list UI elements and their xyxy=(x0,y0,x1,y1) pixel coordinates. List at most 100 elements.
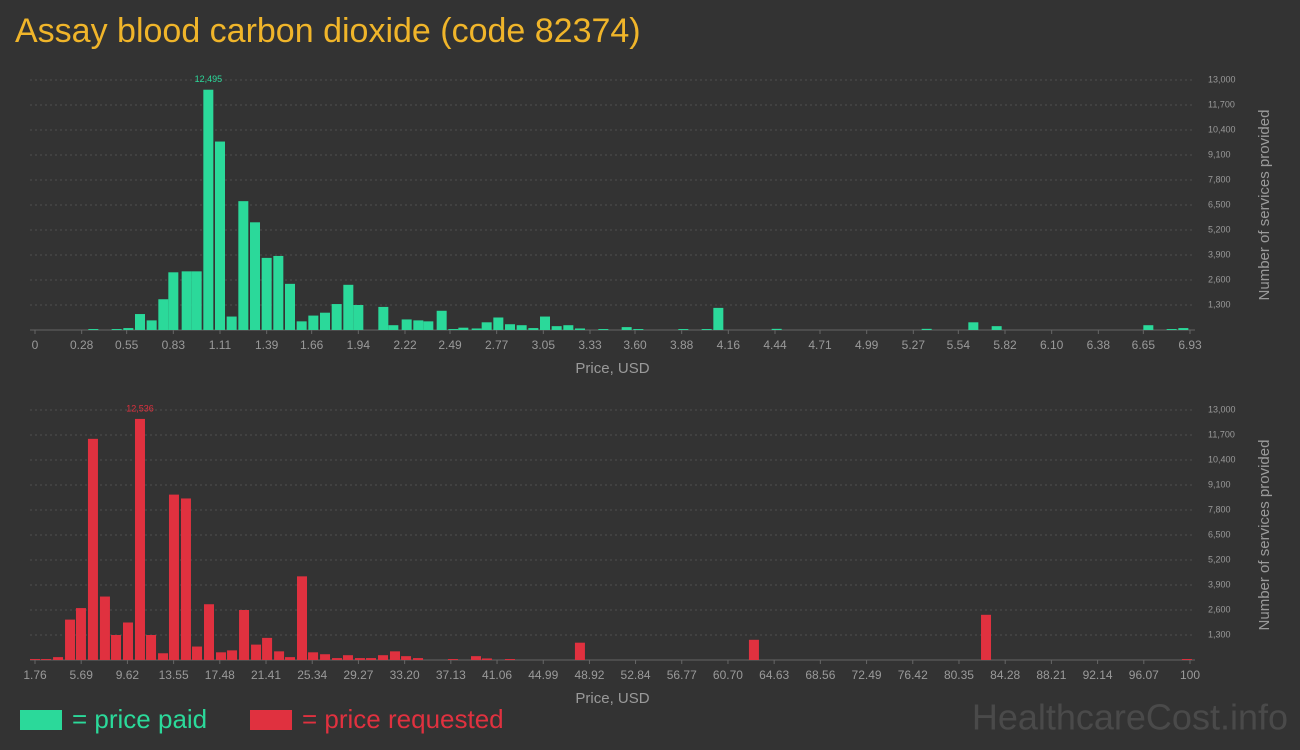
x-tick-label: 60.70 xyxy=(713,668,743,682)
y-tick-label: 13,000 xyxy=(1208,404,1236,414)
x-tick-label: 48.92 xyxy=(574,668,604,682)
x-axis-title: Price, USD xyxy=(575,360,649,377)
x-tick-label: 6.93 xyxy=(1178,338,1202,352)
y-tick-label: 5,200 xyxy=(1208,224,1231,234)
bar xyxy=(563,325,574,330)
bar xyxy=(273,255,284,330)
bar xyxy=(413,320,424,330)
bar xyxy=(968,322,979,330)
bar xyxy=(226,316,237,330)
x-tick-label: 56.77 xyxy=(667,668,697,682)
x-tick-label: 0 xyxy=(32,338,39,352)
bar xyxy=(493,317,504,330)
y-tick-label: 5,200 xyxy=(1208,554,1231,564)
bar xyxy=(678,329,689,330)
bar xyxy=(343,284,354,330)
bar xyxy=(713,307,724,330)
x-tick-label: 5.54 xyxy=(947,338,971,352)
bar xyxy=(123,328,134,330)
bar xyxy=(540,316,550,330)
bar xyxy=(30,659,40,660)
x-tick-label: 0.83 xyxy=(162,338,186,352)
x-tick-label: 4.44 xyxy=(763,338,787,352)
y-tick-label: 3,900 xyxy=(1208,249,1231,259)
bar xyxy=(203,89,214,330)
bar xyxy=(528,328,539,330)
bar xyxy=(378,306,389,330)
legend-swatch xyxy=(250,710,292,730)
y-tick-label: 1,300 xyxy=(1208,299,1231,309)
bar xyxy=(505,324,515,330)
bar xyxy=(423,321,434,330)
y-tick-label: 10,400 xyxy=(1208,124,1236,134)
bar xyxy=(215,141,225,330)
bar xyxy=(180,498,191,660)
y-tick-label: 9,100 xyxy=(1208,479,1231,489)
x-tick-label: 3.60 xyxy=(623,338,647,352)
y-tick-label: 6,500 xyxy=(1208,529,1231,539)
x-tick-label: 1.66 xyxy=(300,338,324,352)
x-axis-title: Price, USD xyxy=(575,690,649,707)
bar xyxy=(308,652,319,660)
x-tick-label: 72.49 xyxy=(852,668,882,682)
bar xyxy=(88,329,99,330)
y-tick-label: 11,700 xyxy=(1208,99,1235,109)
bar xyxy=(53,657,64,660)
bar xyxy=(354,658,365,660)
bar xyxy=(574,642,585,660)
bar xyxy=(1178,328,1189,330)
bar xyxy=(748,639,759,660)
watermark: HealthcareCost.info xyxy=(972,697,1288,738)
x-tick-label: 2.49 xyxy=(438,338,462,352)
bar xyxy=(296,321,307,330)
y-tick-label: 6,500 xyxy=(1208,199,1231,209)
y-tick-label: 2,600 xyxy=(1208,274,1231,284)
bar xyxy=(448,329,459,330)
bar xyxy=(320,312,330,330)
bar xyxy=(192,646,203,660)
x-tick-label: 1.76 xyxy=(23,668,47,682)
page-title: Assay blood carbon dioxide (code 82374) xyxy=(15,12,641,50)
bar xyxy=(401,319,412,330)
bar xyxy=(1181,659,1192,660)
x-tick-label: 5.27 xyxy=(902,338,926,352)
x-tick-label: 2.22 xyxy=(393,338,417,352)
bar xyxy=(413,658,424,660)
bar xyxy=(598,329,609,330)
bar xyxy=(41,659,52,660)
bar xyxy=(633,329,644,330)
x-tick-label: 0.55 xyxy=(115,338,139,352)
x-tick-label: 96.07 xyxy=(1129,668,1159,682)
x-tick-label: 52.84 xyxy=(621,668,651,682)
x-tick-label: 5.69 xyxy=(70,668,94,682)
bar xyxy=(401,656,412,660)
bar xyxy=(87,438,98,660)
bar xyxy=(921,328,932,330)
x-tick-label: 17.48 xyxy=(205,668,235,682)
bar xyxy=(168,494,179,660)
bar xyxy=(227,650,238,660)
x-tick-label: 13.55 xyxy=(159,668,189,682)
legend-label: = price paid xyxy=(72,704,207,734)
bar xyxy=(621,327,632,330)
x-tick-label: 6.38 xyxy=(1087,338,1111,352)
bar xyxy=(504,659,515,660)
bar xyxy=(516,325,527,330)
value-label: 12,536 xyxy=(126,403,154,413)
y-tick-label: 9,100 xyxy=(1208,149,1231,159)
bar xyxy=(458,327,469,330)
bar xyxy=(1143,325,1154,330)
value-label: 12,495 xyxy=(195,74,223,84)
x-tick-label: 3.05 xyxy=(532,338,556,352)
x-tick-label: 88.21 xyxy=(1036,668,1066,682)
bar xyxy=(111,329,122,330)
y-tick-label: 1,300 xyxy=(1208,629,1231,639)
bar xyxy=(551,326,562,330)
y-axis-title: Number of services provided xyxy=(1256,440,1273,631)
bar xyxy=(250,222,260,330)
y-tick-label: 7,800 xyxy=(1208,174,1231,184)
bar xyxy=(991,326,1002,330)
bar xyxy=(65,619,76,660)
bar xyxy=(215,652,226,660)
